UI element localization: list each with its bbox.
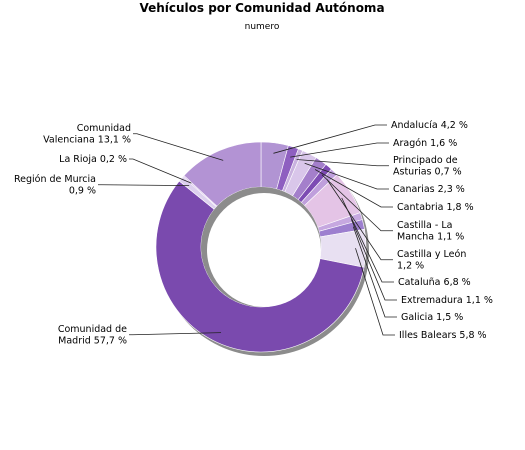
- leader-comunidad-valenciana: [133, 133, 224, 161]
- leader-comunidad-de-madrid: [129, 332, 222, 336]
- label-line: 0,9 %: [69, 186, 96, 197]
- label-line: 1,2 %: [397, 261, 424, 272]
- label-line: Mancha 1,1 %: [397, 232, 464, 243]
- label-aragon: Aragón 1,6 %: [393, 138, 457, 149]
- label-line: Comunidad de: [58, 324, 127, 335]
- leader-cantabria: [314, 169, 393, 208]
- label-andalucia: Andalucía 4,2 %: [391, 120, 468, 131]
- leader-illes-balears: [355, 248, 395, 336]
- label-illes-balears: Illes Balears 5,8 %: [399, 330, 487, 341]
- leader-la-rioja: [129, 158, 192, 184]
- label-line: Comunidad: [77, 123, 131, 134]
- leader-region-de-murcia: [98, 184, 190, 187]
- label-region-de-murcia: Región de Murcia 0,9 %: [14, 174, 96, 197]
- leader-castilla-y-leon: [326, 179, 393, 261]
- label-line: Principado de: [393, 155, 458, 166]
- label-line: Extremadura 1,1 %: [401, 295, 493, 306]
- label-la-rioja: La Rioja 0,2 %: [59, 154, 127, 165]
- chart-title: Vehículos por Comunidad Autónoma: [139, 1, 384, 15]
- label-line: Asturias 0,7 %: [393, 167, 462, 178]
- label-line: Illes Balears 5,8 %: [399, 330, 487, 341]
- leader-galicia: [352, 226, 397, 318]
- donut-hole: [207, 193, 321, 307]
- label-line: La Rioja 0,2 %: [59, 154, 127, 165]
- label-line: Valenciana 13,1 %: [43, 135, 131, 146]
- slice-labels: Andalucía 4,2 % Aragón 1,6 % Principado de…: [14, 120, 493, 347]
- label-cantabria: Cantabria 1,8 %: [397, 202, 474, 213]
- label-line: Cantabria 1,8 %: [397, 202, 474, 213]
- leader-cataluna: [341, 197, 394, 283]
- label-line: Andalucía 4,2 %: [391, 120, 468, 131]
- leader-castilla-la-mancha: [321, 174, 393, 232]
- leader-lines: [98, 124, 397, 336]
- label-comunidad-valenciana: Comunidad Valenciana 13,1 %: [43, 123, 131, 146]
- label-extremadura: Extremadura 1,1 %: [401, 295, 493, 306]
- label-line: Castilla y León: [397, 249, 466, 260]
- label-line: Galicia 1,5 %: [401, 312, 463, 323]
- label-line: Madrid 57,7 %: [58, 336, 127, 347]
- leader-canarias: [304, 162, 389, 190]
- label-principado-de-asturias: Principado de Asturias 0,7 %: [393, 155, 462, 178]
- label-line: Aragón 1,6 %: [393, 138, 457, 149]
- label-castilla-la-mancha: Castilla - La Mancha 1,1 %: [397, 220, 464, 243]
- label-cataluna: Cataluña 6,8 %: [398, 277, 471, 288]
- label-galicia: Galicia 1,5 %: [401, 312, 463, 323]
- leader-extremadura: [350, 219, 397, 301]
- label-comunidad-de-madrid: Comunidad de Madrid 57,7 %: [58, 324, 127, 347]
- leader-aragon: [290, 142, 389, 158]
- label-line: Cataluña 6,8 %: [398, 277, 471, 288]
- label-canarias: Canarias 2,3 %: [393, 184, 465, 195]
- label-line: Región de Murcia: [14, 174, 96, 185]
- label-castilla-y-leon: Castilla y León 1,2 %: [397, 249, 466, 272]
- label-line: Castilla - La: [397, 220, 452, 231]
- label-line: Canarias 2,3 %: [393, 184, 465, 195]
- leader-andalucia: [273, 124, 387, 154]
- leader-principado-de-asturias: [296, 159, 389, 167]
- chart-subtitle: numero: [245, 22, 280, 32]
